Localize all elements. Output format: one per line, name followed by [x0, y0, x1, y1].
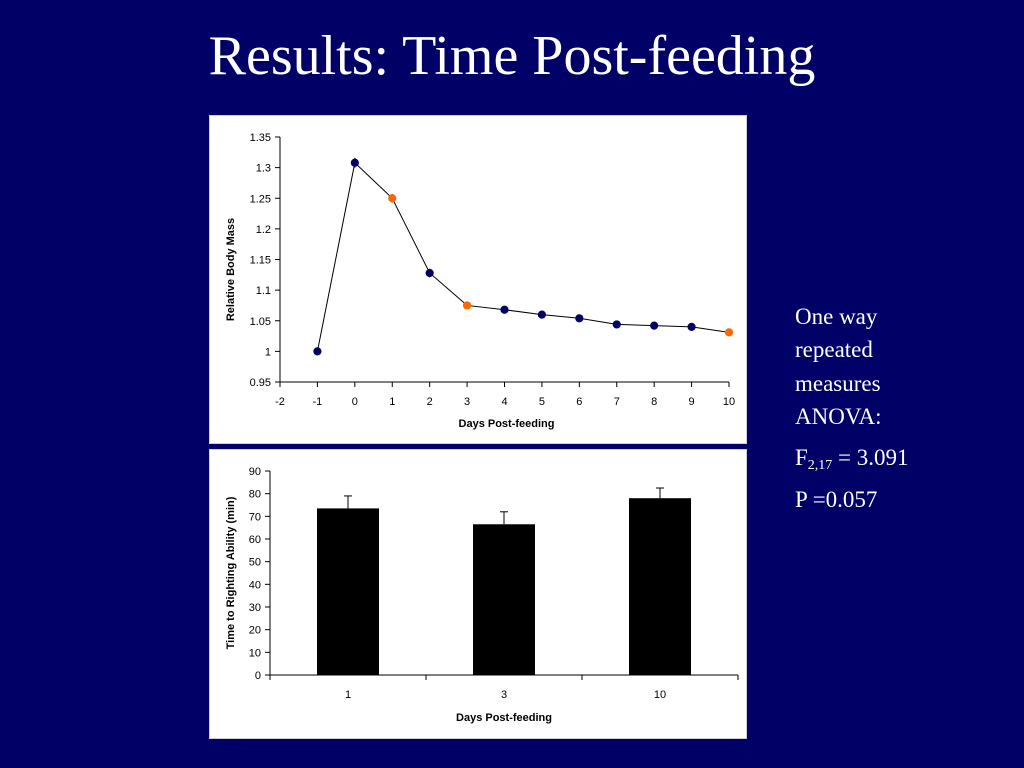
y-tick-label: 80: [249, 489, 261, 501]
x-tick-label: 6: [576, 396, 582, 408]
p-value: P =0.057: [795, 486, 878, 512]
series-line: [316, 161, 730, 352]
data-point: [575, 314, 584, 323]
anova-test-line: measures: [795, 370, 881, 396]
righting-time-chart-panel: 0 10 20 30 40 50 60 70 80 90 1 3 10 Days Post-feeding…: [209, 449, 747, 739]
x-tick-label: 7: [614, 396, 620, 408]
x-axis-label: Days Post-feeding: [456, 712, 552, 724]
f-statistic: F2,17 = 3.091: [795, 441, 995, 474]
y-tick-label: 40: [249, 579, 261, 591]
highlight-data-point: [462, 301, 472, 310]
y-tick-label: 60: [249, 534, 261, 546]
x-tick-label: 1: [389, 396, 395, 408]
x-tick-label: 3: [501, 689, 507, 701]
y-tick-label: 1: [265, 346, 271, 358]
y-tick-label: 10: [249, 647, 261, 659]
x-tick-label: 4: [501, 396, 507, 408]
y-tick-label: 0.95: [250, 377, 271, 389]
body-mass-chart-panel: 0.95 1 1.05 1.1 1.15 1.2 1.25 1.3 1.35 -2 -1 0 1 2 3 4 5…: [209, 115, 747, 444]
x-tick-label: 10: [654, 689, 666, 701]
y-tick-label: 1.1: [256, 285, 271, 297]
y-tick-label: 1.05: [250, 316, 271, 328]
bar: [317, 508, 379, 675]
y-tick-label: 0: [255, 670, 261, 682]
y-axis-label: Relative Body Mass: [225, 218, 237, 321]
x-tick-label: 9: [689, 396, 695, 408]
data-point: [350, 158, 359, 167]
y-tick-label: 1.35: [250, 132, 271, 144]
y-tick-label: 50: [249, 557, 261, 569]
anova-test-line: ANOVA:: [795, 404, 882, 430]
x-tick-label: 1: [345, 689, 351, 701]
anova-stats: One way repeated measures ANOVA: F2,17 =…: [795, 300, 995, 524]
anova-test-line: repeated: [795, 337, 873, 363]
x-tick-label: 2: [427, 396, 433, 408]
data-point: [425, 268, 434, 278]
y-tick-label: 1.25: [250, 193, 271, 205]
y-tick-label: 90: [249, 466, 261, 478]
anova-test-name: One way repeated measures ANOVA:: [795, 300, 995, 433]
y-tick-label: 1.2: [256, 224, 271, 236]
data-point: [612, 320, 621, 329]
body-mass-line-chart: 0.95 1 1.05 1.1 1.15 1.2 1.25 1.3 1.35 -2 -1 0 1 2 3 4 5…: [225, 132, 735, 430]
x-tick-label: 5: [539, 396, 545, 408]
righting-time-bar-chart: 0 10 20 30 40 50 60 70 80 90 1 3 10 Days Post-feeding…: [225, 466, 739, 724]
slide-title: Results: Time Post-feeding: [208, 25, 816, 87]
y-tick-label: 1.15: [250, 255, 271, 267]
data-point: [537, 310, 547, 319]
highlight-data-point: [388, 194, 397, 203]
x-tick-label: 0: [352, 396, 358, 408]
x-axis-label: Days Post-feeding: [459, 418, 555, 430]
y-tick-label: 1.3: [256, 163, 271, 175]
x-tick-label: 3: [464, 396, 470, 408]
highlight-data-point: [724, 328, 734, 337]
x-tick-label: 10: [723, 396, 735, 408]
data-point: [500, 305, 509, 314]
data-point: [313, 347, 322, 356]
x-tick-label: 8: [651, 396, 657, 408]
y-tick-label: 30: [249, 602, 261, 614]
y-tick-label: 70: [249, 511, 261, 523]
bar: [629, 498, 691, 675]
f-prefix: F: [795, 445, 808, 471]
x-tick-label: -1: [313, 396, 323, 408]
anova-test-line: One way: [795, 304, 878, 329]
y-axis-label: Time to Righting Ability (min): [225, 496, 237, 649]
f-value: = 3.091: [832, 445, 909, 471]
y-tick-label: 20: [249, 625, 261, 637]
f-subscript: 2,17: [807, 458, 833, 474]
bar: [473, 524, 535, 675]
x-tick-label: -2: [275, 396, 285, 408]
data-point: [650, 321, 659, 330]
data-point: [687, 322, 696, 331]
